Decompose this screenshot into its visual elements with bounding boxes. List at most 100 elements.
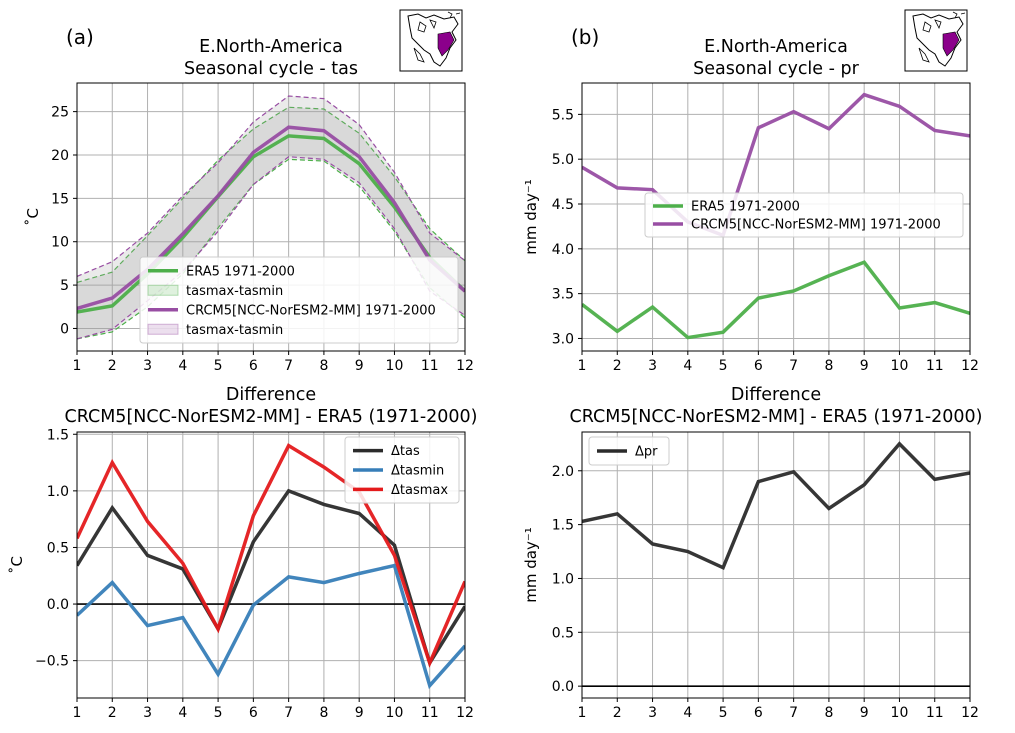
chart-title-line: Difference	[731, 385, 821, 405]
y-tick-label: 4.0	[552, 242, 574, 258]
legend: ERA5 1971-2000 CRCM5[NCC-NorESM2-MM] 1971…	[644, 192, 964, 238]
y-tick-label: 0.0	[47, 597, 69, 613]
x-tick-label: 6	[754, 358, 763, 374]
x-tick-label: 3	[648, 705, 657, 721]
chart-title-line: E.North-America	[199, 37, 343, 57]
x-tick-label: 9	[860, 358, 869, 374]
x-tick-label: 8	[319, 358, 328, 374]
legend-label: Δpr	[635, 445, 658, 460]
legend-label: ERA5 1971-2000	[186, 264, 295, 279]
x-tick-label: 3	[143, 705, 152, 721]
y-tick-label: 1.0	[47, 484, 69, 500]
chart-title-line: CRCM5[NCC-NorESM2-MM] - ERA5 (1971-2000)	[569, 407, 982, 427]
x-tick-label: 7	[789, 705, 798, 721]
series-line-diff_tasmin	[77, 563, 465, 690]
legend-label: Δtasmin	[391, 464, 444, 479]
axes-frame	[76, 431, 466, 699]
series-line-crcm5	[582, 92, 970, 238]
series-line-diff_tas	[77, 488, 465, 668]
x-tick-label: 4	[683, 358, 692, 374]
legend-swatch-band-crcm5	[147, 323, 179, 335]
x-tick-label: 7	[789, 358, 798, 374]
y-tick-label: 0	[60, 321, 69, 337]
x-tick-label: 5	[214, 705, 223, 721]
y-tick-label: 5.0	[552, 152, 574, 168]
x-tick-label: 11	[421, 358, 439, 374]
y-axis-label: ˚C	[24, 208, 42, 226]
x-tick-label: 9	[355, 705, 364, 721]
legend: Δtas Δtasmin Δtasmax	[344, 436, 460, 504]
y-tick-label: 1.0	[552, 571, 574, 587]
band-upper-era5	[77, 106, 465, 284]
legend: ERA5 1971-2000 tasmax-tasmin CRCM5[NCC-Nor…	[139, 256, 459, 344]
x-tick-label: 9	[355, 358, 364, 374]
x-tick-label: 12	[456, 358, 474, 374]
x-tick-label: 4	[178, 705, 187, 721]
x-tick-label: 1	[73, 358, 82, 374]
y-tick-label: 1.5	[47, 427, 69, 443]
panel-label-b: (b)	[571, 25, 599, 49]
x-tick-label: 10	[386, 705, 404, 721]
plot-area	[77, 443, 465, 690]
series-line-era5	[582, 260, 970, 340]
x-tick-label: 6	[249, 705, 258, 721]
legend-label: Δtasmax	[391, 483, 448, 498]
legend-label: CRCM5[NCC-NorESM2-MM] 1971-2000	[186, 303, 436, 318]
y-tick-label: 10	[51, 235, 69, 251]
y-tick-label: −0.5	[35, 654, 69, 670]
x-tick-label: 2	[613, 358, 622, 374]
legend-label: tasmax-tasmin	[186, 323, 283, 338]
panel-label-a: (a)	[66, 25, 94, 49]
chart-title-line: Seasonal cycle - pr	[693, 59, 859, 79]
y-tick-label: 5	[60, 278, 69, 294]
y-tick-label: 0.0	[552, 679, 574, 695]
x-tick-label: 3	[143, 358, 152, 374]
y-tick-label: 20	[51, 148, 69, 164]
legend-box	[644, 192, 964, 238]
x-tick-label: 12	[961, 705, 979, 721]
legend-label: ERA5 1971-2000	[691, 200, 800, 215]
x-tick-label: 1	[73, 705, 82, 721]
chart-title-line: Seasonal cycle - tas	[184, 59, 358, 79]
x-tick-label: 11	[926, 358, 944, 374]
series-line-diff_tasmax	[77, 443, 465, 668]
x-tick-label: 1	[578, 358, 587, 374]
x-tick-label: 2	[108, 705, 117, 721]
x-tick-label: 7	[284, 358, 293, 374]
y-tick-label: 1.5	[552, 518, 574, 534]
x-tick-label: 10	[891, 705, 909, 721]
axes-frame	[581, 82, 971, 352]
y-tick-label: 5.5	[552, 107, 574, 123]
x-tick-label: 2	[613, 705, 622, 721]
chart-title-line: CRCM5[NCC-NorESM2-MM] - ERA5 (1971-2000)	[64, 407, 477, 427]
x-tick-label: 3	[648, 358, 657, 374]
x-tick-label: 4	[178, 358, 187, 374]
y-tick-label: 25	[51, 105, 69, 121]
y-axis-label: mm day⁻¹	[522, 527, 540, 603]
map-inset-a	[399, 9, 463, 72]
x-tick-label: 2	[108, 358, 117, 374]
y-tick-label: 3.0	[552, 331, 574, 347]
y-tick-label: 0.5	[47, 540, 69, 556]
legend-swatch-band-era5	[147, 284, 179, 296]
legend-label: CRCM5[NCC-NorESM2-MM] 1971-2000	[691, 218, 941, 233]
x-tick-label: 6	[249, 358, 258, 374]
chart-title-line: E.North-America	[704, 37, 848, 57]
y-axis-label: mm day⁻¹	[522, 179, 540, 255]
plot-area	[582, 92, 970, 340]
x-tick-label: 9	[860, 705, 869, 721]
legend-box	[588, 436, 670, 466]
x-tick-label: 1	[578, 705, 587, 721]
axes-frame	[581, 431, 971, 699]
x-tick-label: 4	[683, 705, 692, 721]
plot-area	[582, 441, 970, 687]
legend-box	[139, 256, 459, 344]
x-tick-label: 11	[421, 705, 439, 721]
band-upper-crcm5	[77, 95, 465, 277]
legend: Δpr	[588, 436, 670, 466]
x-tick-label: 8	[824, 705, 833, 721]
